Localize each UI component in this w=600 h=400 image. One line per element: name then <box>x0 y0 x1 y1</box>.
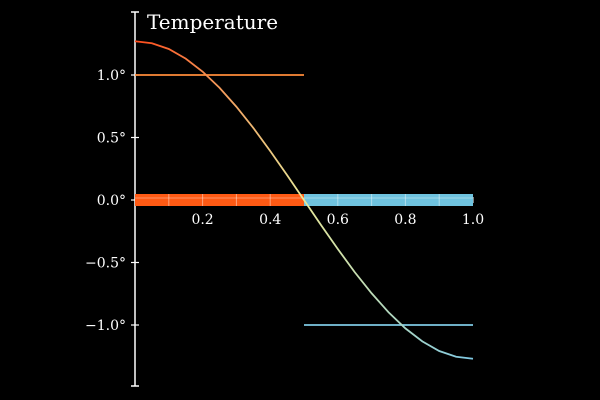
y-tick-label: −1.0° <box>85 318 126 334</box>
rod-segment <box>135 194 304 206</box>
y-tick-label: −0.5° <box>85 256 126 272</box>
temperature-curve <box>134 40 474 360</box>
chart-title: Temperature <box>147 10 278 34</box>
x-tick-label: 0.4 <box>259 212 281 228</box>
rod-segment <box>304 194 473 206</box>
plot-area: 0.2 0.4 0.6 0.8 1.0 <box>134 40 484 360</box>
y-tick-label: 0.0° <box>97 193 126 209</box>
x-tick-label: 0.2 <box>191 212 213 228</box>
y-tick-label: 1.0° <box>97 68 126 84</box>
x-tick-label: 0.8 <box>394 212 416 228</box>
x-tick-label: 1.0 <box>462 212 484 228</box>
x-tick-label: 0.6 <box>327 212 349 228</box>
y-tick-label: 0.5° <box>97 131 126 147</box>
